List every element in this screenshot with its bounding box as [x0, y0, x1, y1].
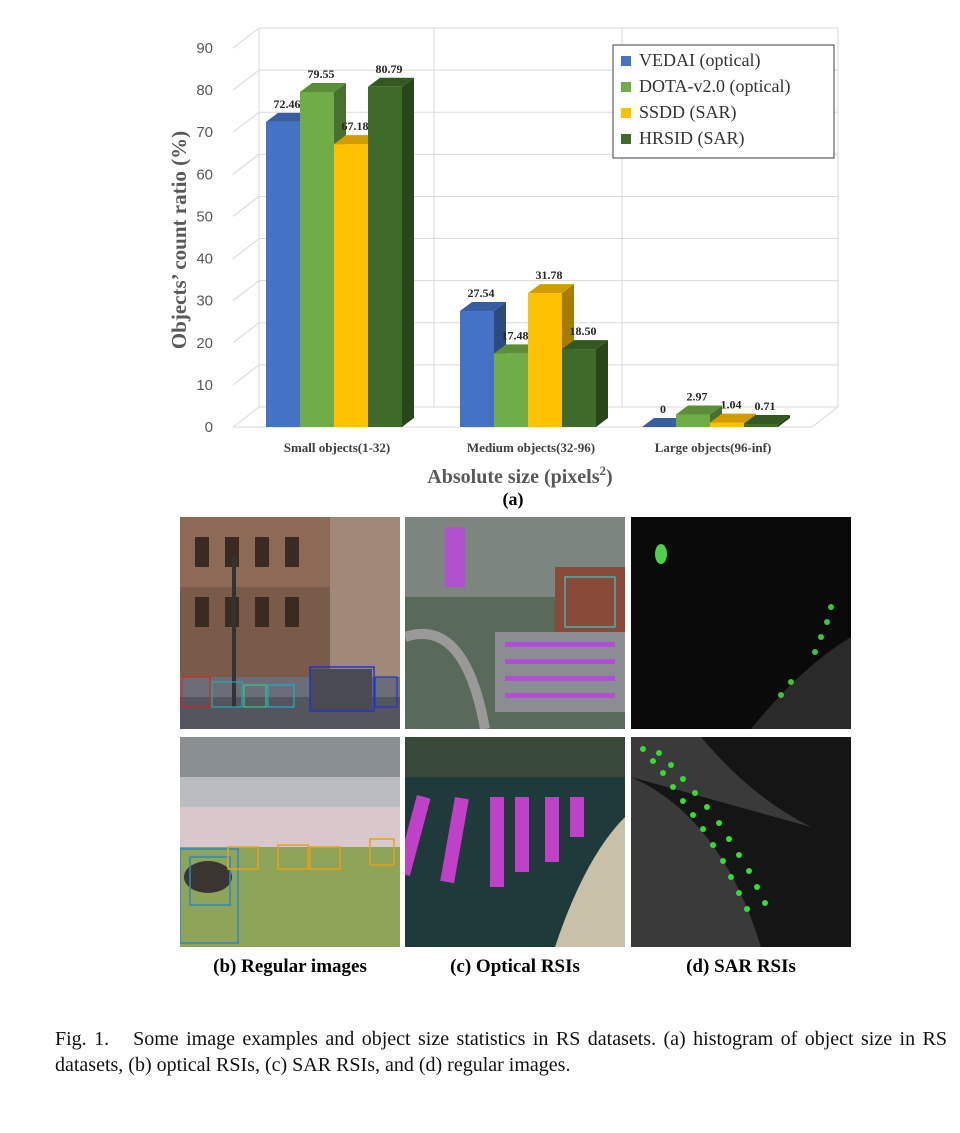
x-axis-label: Absolute size (pixels2) [427, 463, 612, 488]
panel-label-sar: (d) SAR RSIs [686, 956, 796, 977]
y-tick-label: 10 [196, 377, 213, 394]
data-label: 0.71 [755, 399, 776, 413]
photo-optical-parking [405, 517, 625, 729]
bar-side [402, 77, 414, 427]
legend-swatch [621, 108, 631, 118]
bar-4-cat-1: 80.79 [368, 62, 414, 427]
y-tick-label: 60 [196, 166, 213, 183]
data-label: 72.46 [274, 97, 301, 111]
data-label: 18.50 [570, 324, 597, 338]
photo-sar-river [631, 737, 851, 947]
bar-3-cat-2: 31.78 [528, 268, 574, 427]
y-tick-label: 50 [196, 208, 213, 225]
photo-zebra-savanna [180, 737, 400, 947]
gridline-side [232, 322, 260, 344]
y-tick-label: 30 [196, 293, 213, 310]
gridline-side [232, 69, 260, 91]
legend-swatch [621, 134, 631, 144]
bar-4-cat-3: 0.71 [744, 399, 790, 427]
data-label: 17.48 [502, 328, 529, 342]
legend-box [612, 44, 835, 159]
floor-side-edge [811, 406, 839, 428]
y-axis-label: Objects’ count ratio (%) [167, 131, 191, 349]
bar-top [710, 413, 756, 423]
gridline-side [232, 238, 260, 259]
y-axis-ticks: 0 10 20 30 40 50 60 70 80 90 [196, 40, 213, 436]
y-tick-label: 90 [196, 40, 213, 57]
bar-front [744, 424, 778, 427]
data-label: 2.97 [687, 389, 708, 403]
gridline-side [232, 364, 260, 386]
gridline-side [232, 153, 260, 175]
data-label: 1.04 [721, 398, 742, 412]
y-tick-label: 70 [196, 124, 213, 141]
bar-top [744, 415, 790, 425]
bar-side [778, 415, 790, 427]
bar-front [710, 422, 744, 427]
data-label: 79.55 [308, 67, 335, 81]
data-label: 31.78 [536, 268, 563, 282]
bar-front [334, 144, 368, 428]
bar-front [562, 349, 596, 427]
bar-top [300, 83, 346, 93]
bar-top [460, 302, 506, 312]
bar-chart: 0 10 20 30 40 50 60 70 80 90 72.46 79.55 67.18 80.79… [167, 27, 839, 510]
gridline-side [232, 280, 260, 302]
bar-top [562, 340, 608, 350]
panel-label-optical: (c) Optical RSIs [450, 956, 580, 977]
chart-legend: VEDAI (optical) DOTA-v2.0 (optical) SSDD (… [612, 44, 835, 159]
chart-bars: 72.46 79.55 67.18 80.79 27.54 17.48 31.78 18.50… [266, 62, 790, 428]
legend-entry: DOTA-v2.0 (optical) [639, 76, 791, 97]
legend-swatch [621, 56, 631, 66]
bar-front [266, 121, 300, 428]
bar-front [528, 293, 562, 427]
x-tick-label: Large objects(96-inf) [655, 440, 772, 455]
photo-sar-coast [631, 517, 851, 729]
data-label: 80.79 [376, 62, 403, 76]
bar-4-cat-2: 18.50 [562, 324, 608, 427]
gridline-side [232, 111, 260, 133]
bar-side [596, 340, 608, 427]
panel-label-regular: (b) Regular images [213, 956, 367, 977]
caption-text: Some image examples and object size stat… [55, 1028, 947, 1076]
figure-caption: Fig. 1. Some image examples and object si… [55, 1026, 947, 1078]
bar-front [494, 353, 528, 427]
legend-swatch [621, 82, 631, 92]
bar-2-cat-3: 2.97 [676, 389, 722, 427]
y-tick-label: 40 [196, 251, 213, 268]
data-label: 67.18 [342, 119, 369, 133]
figure-number: Fig. 1. [55, 1028, 110, 1050]
legend-entry: SSDD (SAR) [639, 102, 737, 123]
bar-front [368, 86, 402, 427]
x-tick-label: Medium objects(32-96) [467, 440, 595, 455]
y-tick-label: 80 [196, 82, 213, 99]
legend-entry: HRSID (SAR) [639, 128, 745, 149]
bar-front [676, 414, 710, 427]
bar-top [528, 284, 574, 294]
bar-front [460, 311, 494, 427]
bar-front [300, 92, 334, 428]
photo-street-scene [180, 517, 400, 729]
data-label: 0 [660, 402, 666, 416]
y-tick-label: 0 [205, 419, 213, 436]
gridline-side [232, 196, 260, 217]
x-tick-label: Small objects(1-32) [284, 440, 391, 455]
bar-top [368, 77, 414, 87]
bar-top [676, 405, 722, 415]
y-tick-label: 20 [196, 335, 213, 352]
gridline-side [232, 27, 260, 49]
subfigure-a-label: (a) [503, 489, 524, 510]
legend-entry: VEDAI (optical) [639, 50, 760, 71]
gridline-side [232, 406, 260, 428]
data-label: 27.54 [468, 286, 495, 300]
x-axis-categories: Small objects(1-32) Medium objects(32-96)… [284, 440, 772, 455]
photo-optical-marina [405, 737, 625, 947]
